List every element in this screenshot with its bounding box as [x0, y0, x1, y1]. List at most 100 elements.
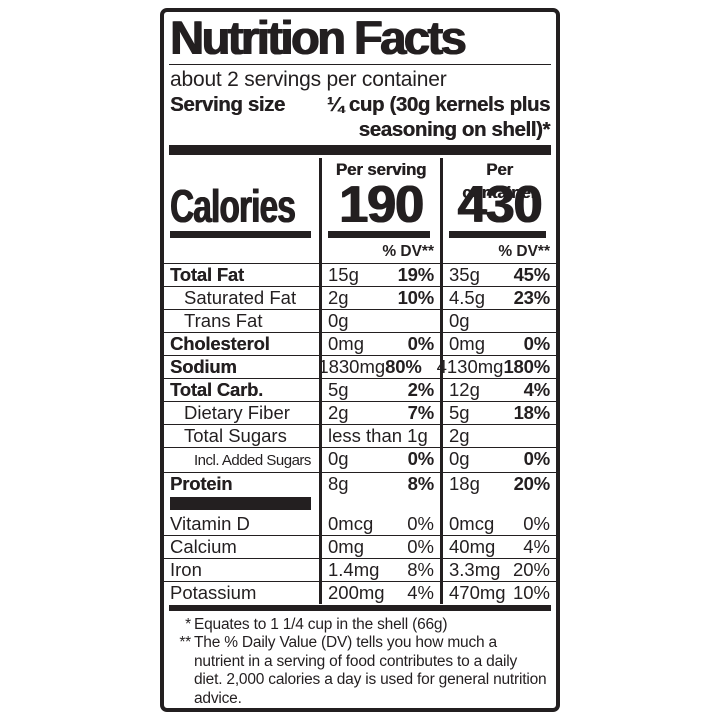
nutrient-name: Dietary Fiber	[184, 402, 290, 424]
nutrient-name: Total Carb.	[170, 379, 264, 401]
per-container-dv: 4%	[523, 379, 551, 401]
vitamin-row: Calcium 0mg 0% 40mg 4%	[164, 536, 556, 560]
nutrient-name: Incl. Added Sugars	[194, 452, 311, 470]
per-container-amount: 0mg	[449, 333, 485, 355]
separator-bar-bottom	[169, 605, 551, 611]
calories-per-container-value: 430	[457, 176, 543, 235]
nutrient-name-cell: Protein	[164, 472, 319, 495]
vitamin-per-container-cell: 470mg 10%	[440, 582, 556, 604]
nutrient-per-serving-cell: 1830mg 80%	[309, 355, 428, 378]
per-container-dv-header: % DV**	[498, 243, 550, 261]
vitamin-name-cell: Calcium	[164, 536, 319, 560]
per-container-amount: 0g	[449, 448, 470, 470]
per-serving-dv: 8%	[407, 559, 434, 581]
nutrient-per-container-cell: 0g 0%	[440, 447, 556, 472]
per-container-dv: 180%	[503, 356, 550, 378]
nutrient-per-serving-cell: 8g 8%	[319, 472, 440, 495]
per-serving-dv: 0%	[407, 333, 435, 355]
vitamin-name-cell: Vitamin D	[164, 513, 319, 537]
per-serving-amount: 0mg	[328, 333, 364, 355]
calories-underbar	[170, 229, 319, 242]
per-serving-amount: 0g	[328, 310, 349, 332]
per-serving-amount: 2g	[328, 287, 349, 309]
vitamin-row: Iron 1.4mg 8% 3.3mg 20%	[164, 559, 556, 583]
nutrient-per-serving-cell: 15g 19%	[319, 263, 440, 286]
per-container-underbar	[449, 229, 550, 242]
nutrient-per-container-cell: 5g 18%	[440, 401, 556, 424]
nutrient-per-container-cell: 2g	[440, 424, 556, 447]
per-container-dv: 10%	[512, 582, 550, 604]
per-serving-dv: 4%	[407, 582, 434, 604]
vitamin-name-cell: Iron	[164, 559, 319, 583]
per-container-amount: 3.3mg	[449, 559, 501, 581]
per-container-amount: 470mg	[449, 582, 506, 604]
nutrient-row: Trans Fat 0g 0g	[164, 309, 556, 332]
nutrient-per-serving-cell: 2g 10%	[319, 286, 440, 309]
per-serving-amount: 1.4mg	[328, 559, 380, 581]
per-container-amount: 4.5g	[449, 287, 486, 309]
footnote-text-2: The % Daily Value (DV) tells you how muc…	[194, 634, 547, 707]
nutrient-per-container-cell: 12g 4%	[440, 378, 556, 401]
per-serving-dv: 80%	[385, 356, 422, 378]
nutrient-per-container-cell: 0g	[440, 309, 556, 332]
calories-label: Calories	[170, 180, 296, 233]
footnote-marker-1: *	[185, 615, 191, 633]
serving-size-row: Serving size ¼ cup (30g kernels plus seas…	[164, 92, 556, 142]
footnote-text-1: Equates to 1 1/4 cup in the shell (66g)	[194, 615, 448, 633]
vitamin-per-container-cell: 0mcg 0%	[440, 513, 556, 537]
vitamin-name: Potassium	[170, 582, 257, 604]
vitamin-per-container-cell: 40mg 4%	[440, 536, 556, 560]
per-serving-dv: 0%	[407, 448, 435, 470]
nutrient-name-cell: Total Fat	[164, 263, 319, 286]
per-container-dv: 0%	[523, 513, 550, 535]
calories-per-serving-value: 190	[339, 176, 424, 235]
per-container-dv: 23%	[513, 287, 551, 309]
per-container-dv: 0%	[523, 333, 551, 355]
per-container-amount: 35g	[449, 264, 480, 286]
column-divider-1	[319, 158, 322, 605]
per-serving-underbar	[328, 229, 434, 242]
per-container-amount: 0mcg	[449, 513, 495, 535]
nutrient-per-container-cell: 4.5g 23%	[440, 286, 556, 309]
nutrient-per-container-cell: 4130mg 180%	[427, 355, 556, 378]
calories-label-wrap: Calories	[170, 179, 319, 233]
serving-size-line1: ¼ cup (30g kernels plus	[326, 93, 551, 117]
vitamin-per-container-cell: 3.3mg 20%	[440, 559, 556, 583]
nutrient-row: Sodium 1830mg 80% 4130mg 180%	[164, 355, 556, 378]
nutrient-name-cell: Cholesterol	[164, 332, 319, 355]
vitamin-name: Iron	[170, 559, 202, 581]
per-container-amount: 18g	[449, 473, 480, 495]
per-serving-amount: less than 1g	[328, 425, 428, 447]
per-serving-header: Per serving	[335, 160, 427, 180]
label-title: Nutrition Facts	[170, 11, 467, 64]
per-serving-amount: 8g	[328, 473, 349, 495]
nutrient-per-container-cell: 35g 45%	[440, 263, 556, 286]
nutrient-name: Total Sugars	[184, 425, 287, 447]
per-container-dv: 4%	[523, 536, 550, 558]
calories-dv-spacer	[170, 242, 319, 263]
divider-bar-right	[440, 495, 556, 513]
nutrient-name-cell: Sodium	[164, 355, 310, 378]
vitamin-per-serving-cell: 1.4mg 8%	[319, 559, 440, 583]
calories-label-column: Calories	[164, 158, 319, 263]
nutrient-name: Cholesterol	[170, 333, 270, 355]
per-container-dv: 20%	[512, 559, 550, 581]
vitamin-per-serving-cell: 0mcg 0%	[319, 513, 440, 537]
nutrient-name: Sodium	[170, 356, 237, 378]
column-divider-2	[440, 158, 443, 605]
per-container-column: Per container 430 % DV**	[440, 158, 556, 263]
nutrient-row: Total Carb. 5g 2% 12g 4%	[164, 378, 556, 401]
nutrient-name: Total Fat	[170, 264, 244, 286]
per-serving-amount: 5g	[328, 379, 349, 401]
nutrient-name-cell: Total Carb.	[164, 378, 319, 401]
serving-size-value: ¼ cup (30g kernels plus seasoning on shel…	[285, 92, 551, 142]
serving-size-label: Serving size	[170, 93, 285, 117]
per-serving-amount: 1830mg	[318, 356, 386, 378]
columns-area: Calories Per serving 190 % DV** Per cont…	[164, 158, 556, 605]
nutrient-per-serving-cell: 0g	[319, 309, 440, 332]
per-container-dv: 20%	[513, 473, 551, 495]
nutrient-row: Incl. Added Sugars 0g 0% 0g 0%	[164, 447, 556, 472]
nutrient-name-cell: Trans Fat	[164, 309, 319, 332]
nutrient-per-container-cell: 18g 20%	[440, 472, 556, 495]
